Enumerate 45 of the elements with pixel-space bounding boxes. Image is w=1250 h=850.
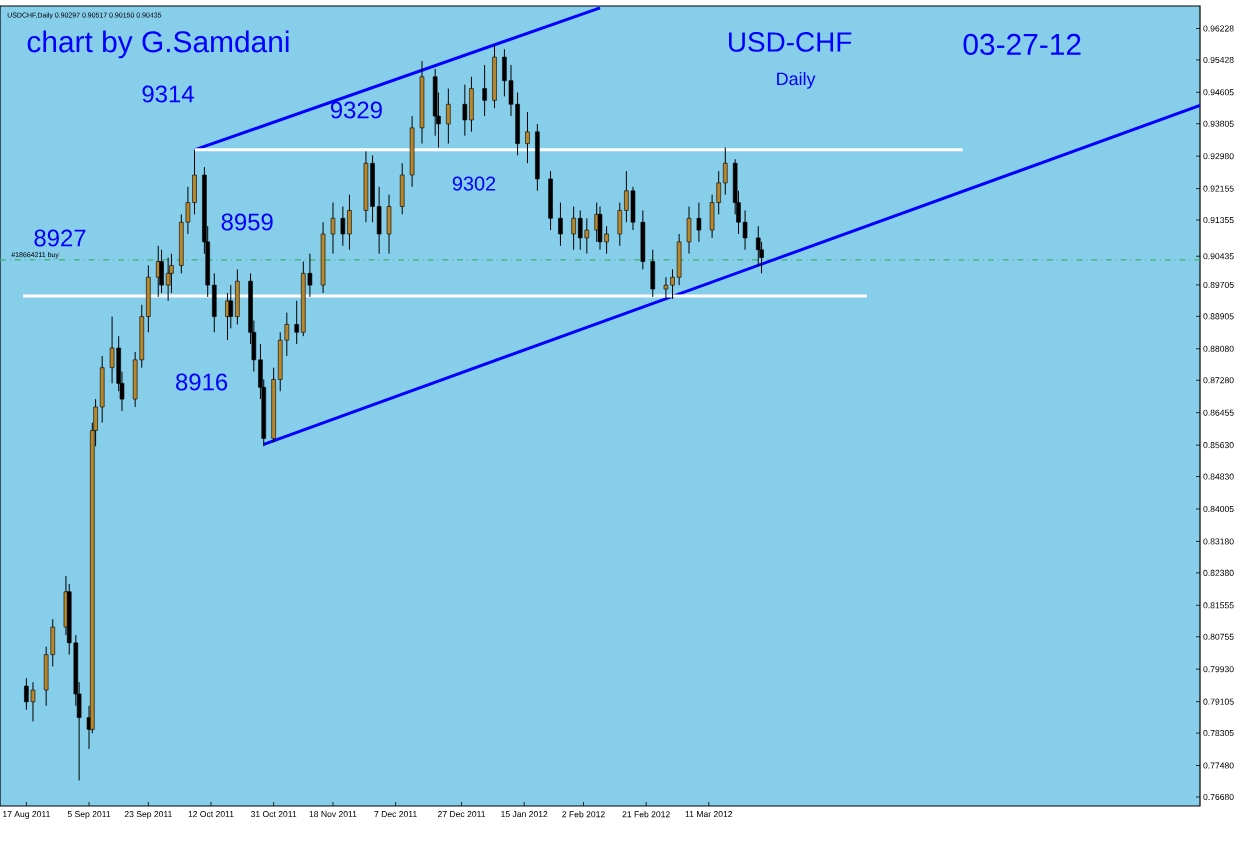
candlestick	[492, 44, 497, 109]
candlestick	[235, 268, 240, 325]
candlestick	[409, 115, 415, 188]
candlestick	[99, 355, 105, 424]
candlestick	[723, 147, 728, 196]
candlestick	[462, 84, 468, 137]
candlestick	[469, 76, 474, 133]
candlestick	[577, 209, 583, 251]
candlestick	[482, 64, 487, 117]
candlestick	[525, 111, 530, 164]
candlestick	[548, 170, 553, 231]
candlestick	[696, 202, 702, 243]
candlestick	[650, 249, 656, 298]
annotation: 9329	[330, 101, 382, 119]
text: USD-CHF	[729, 32, 852, 52]
candlestick	[597, 205, 603, 251]
candlestick	[169, 253, 174, 294]
candlestick	[663, 276, 669, 300]
candlestick	[165, 257, 171, 302]
text: Daily	[777, 72, 816, 89]
candlestick	[755, 225, 761, 266]
candlestick	[446, 88, 451, 145]
annotation: 8916	[176, 373, 228, 391]
candlestick	[363, 150, 369, 223]
annotation: 9314	[142, 85, 194, 103]
annotation: 8959	[221, 213, 273, 231]
candlestick	[399, 162, 405, 215]
candlestick	[228, 284, 234, 329]
annotation: 03-27-12	[963, 33, 1081, 55]
annotation: 9302	[452, 176, 496, 191]
annotation: chart by G.Samdani	[27, 30, 289, 59]
candlestick	[535, 123, 540, 192]
candlestick	[386, 194, 392, 255]
candlestick	[159, 249, 164, 294]
candlestick	[640, 209, 646, 270]
annotation: 8927	[34, 229, 86, 247]
candlestick	[584, 217, 590, 255]
candlestick	[330, 202, 336, 255]
candlestick	[30, 681, 36, 722]
candlestick	[558, 202, 563, 247]
candlestick	[571, 205, 576, 251]
candlestick	[340, 205, 346, 247]
candlestick	[109, 316, 115, 384]
candlestick	[347, 194, 352, 251]
candlestick	[686, 205, 692, 255]
